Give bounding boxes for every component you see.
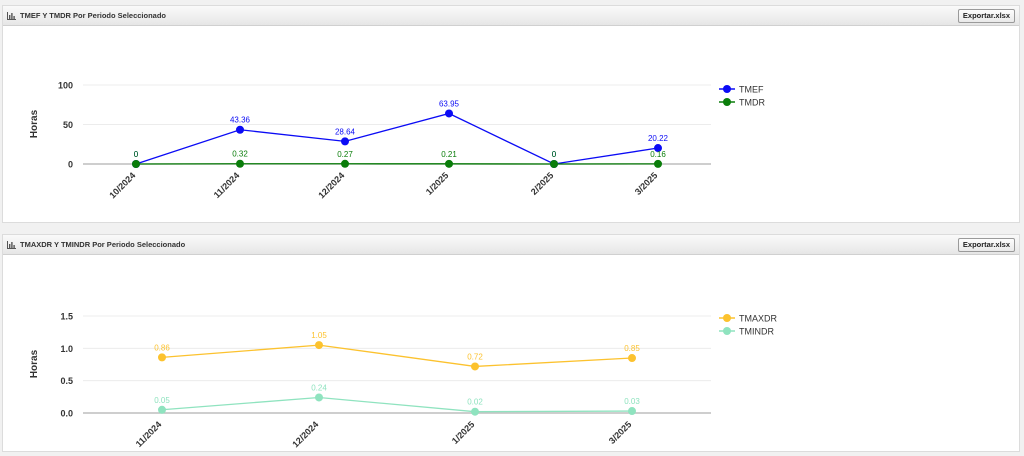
panel-title-text: TMAXDR Y TMINDR Por Periodo Seleccionado <box>20 240 186 249</box>
y-tick-label: 50 <box>63 120 73 130</box>
data-point-tmdr <box>550 160 558 168</box>
legend-marker <box>723 85 731 93</box>
y-tick-label: 1.0 <box>60 344 73 354</box>
x-tick-label: 12/2024 <box>316 170 346 200</box>
data-point-tmaxdr <box>471 362 479 371</box>
series-line-tmaxdr <box>161 344 633 368</box>
export-xlsx-button[interactable]: Exportar.xlsx <box>957 237 1015 252</box>
data-label-tmindr: 0.03 <box>624 397 640 406</box>
data-label-tmdr: 0.16 <box>650 150 666 159</box>
data-point-tmindr <box>158 405 166 414</box>
data-label-tmaxdr: 0.85 <box>624 344 640 353</box>
x-tick-label: 1/2025 <box>450 419 477 446</box>
x-tick-label: 1/2025 <box>424 170 451 197</box>
data-label-tmaxdr: 0.72 <box>467 352 483 361</box>
x-tick-label: 10/2024 <box>107 170 137 200</box>
y-tick-label: 0 <box>68 160 73 170</box>
data-point-tmdr <box>654 159 662 168</box>
data-point-tmdr <box>445 159 453 168</box>
legend-label: TMDR <box>739 98 765 108</box>
data-point-tmaxdr <box>315 341 323 350</box>
y-axis-label: Horas <box>29 109 40 138</box>
x-tick-label: 11/2024 <box>212 170 242 200</box>
series-line-tmef <box>135 112 659 165</box>
data-point-tmdr <box>341 159 349 168</box>
data-label-tmaxdr: 1.05 <box>311 331 327 340</box>
data-point-tmef <box>236 125 244 134</box>
data-label-tmef: 43.36 <box>230 116 251 125</box>
data-label-tmdr: 0.21 <box>441 150 457 159</box>
data-label-tmef: 0 <box>552 150 557 159</box>
data-point-tmdr <box>236 159 244 168</box>
line-chart-tmaxdr-tmindr: 0.0 0.5 1.0 1.5 Horas 11/2024 12/2024 1/2025 3/2… <box>29 312 778 450</box>
bar-chart-icon <box>7 11 16 20</box>
y-tick-label: 1.5 <box>60 312 73 322</box>
data-point-tmef <box>445 109 453 118</box>
data-label-tmindr: 0.24 <box>311 383 327 392</box>
x-tick-label: 12/2024 <box>290 419 320 449</box>
data-label-tmef: 63.95 <box>439 99 460 108</box>
panel-header: TMEF Y TMDR Por Periodo Seleccionado Exp… <box>3 6 1019 26</box>
legend-label: TMEF <box>739 85 764 95</box>
x-tick-label: 11/2024 <box>134 419 164 449</box>
legend-label: TMAXDR <box>739 314 778 324</box>
export-xlsx-button[interactable]: Exportar.xlsx <box>957 8 1015 23</box>
data-point-tmef <box>654 144 662 153</box>
legend-marker <box>723 98 731 106</box>
panel-title: TMAXDR Y TMINDR Por Periodo Seleccionado <box>7 240 185 249</box>
y-tick-label: 0.0 <box>60 409 73 419</box>
line-chart-tmef-tmdr: 0 50 100 Horas 10/2024 11/2024 12/2024 1/2025 2/… <box>29 81 765 201</box>
y-tick-label: 0.5 <box>60 376 73 386</box>
chart-panel-tmaxdr-tmindr: TMAXDR Y TMINDR Por Periodo Seleccionado… <box>2 234 1020 452</box>
data-point-tmef <box>341 137 349 146</box>
data-label-tmindr: 0.02 <box>467 398 483 407</box>
panel-header: TMAXDR Y TMINDR Por Periodo Seleccionado… <box>3 235 1019 255</box>
series-line-tmindr <box>161 396 633 413</box>
data-point-tmdr <box>132 160 140 168</box>
chart-panel-tmef-tmdr: TMEF Y TMDR Por Periodo Seleccionado Exp… <box>2 5 1020 223</box>
x-tick-label: 3/2025 <box>607 419 634 446</box>
legend-label: TMINDR <box>739 327 774 337</box>
data-label-tmef: 28.64 <box>335 127 356 136</box>
data-label-tmaxdr: 0.86 <box>154 343 170 352</box>
data-label-tmindr: 0.05 <box>154 396 170 405</box>
data-point-tmaxdr <box>158 353 166 362</box>
data-label-tmdr: 0.32 <box>232 150 248 159</box>
data-label-tmdr: 0 <box>134 150 139 159</box>
data-point-tmindr <box>628 407 636 416</box>
data-label-tmdr: 0.27 <box>337 150 353 159</box>
legend-marker <box>723 314 731 322</box>
data-label-tmef: 20.22 <box>648 134 669 143</box>
x-tick-label: 3/2025 <box>633 170 660 197</box>
y-tick-label: 100 <box>58 81 73 91</box>
data-label-tmdr: 0 <box>552 150 557 159</box>
panel-title: TMEF Y TMDR Por Periodo Seleccionado <box>7 11 166 20</box>
data-label-tmef: 0 <box>134 150 139 159</box>
data-point-tmindr <box>315 393 323 402</box>
y-axis-label: Horas <box>29 349 40 378</box>
bar-chart-icon <box>7 240 16 249</box>
data-point-tmaxdr <box>628 354 636 363</box>
x-tick-label: 2/2025 <box>529 170 556 197</box>
data-point-tmindr <box>471 407 479 416</box>
legend-marker <box>723 327 731 335</box>
panel-title-text: TMEF Y TMDR Por Periodo Seleccionado <box>20 11 166 20</box>
